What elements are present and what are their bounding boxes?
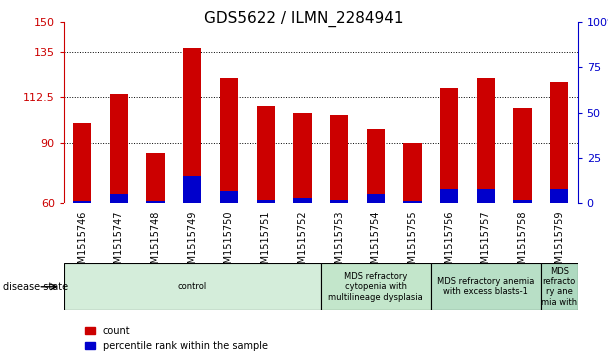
Bar	[73, 201, 91, 203]
Bar	[293, 113, 311, 203]
Text: GSM1515758: GSM1515758	[517, 211, 528, 276]
Text: GSM1515749: GSM1515749	[187, 211, 197, 276]
Text: GSM1515755: GSM1515755	[407, 211, 418, 276]
Bar	[183, 176, 201, 203]
Bar	[367, 194, 385, 203]
Text: GSM1515757: GSM1515757	[481, 211, 491, 276]
Text: MDS refractory anemia
with excess blasts-1: MDS refractory anemia with excess blasts…	[437, 277, 534, 297]
Text: GSM1515754: GSM1515754	[371, 211, 381, 276]
Bar	[73, 123, 91, 203]
Bar	[550, 189, 568, 203]
Bar	[64, 263, 321, 310]
Text: GSM1515750: GSM1515750	[224, 211, 234, 276]
Bar	[440, 88, 458, 203]
Bar	[293, 198, 311, 203]
Bar	[367, 129, 385, 203]
Bar	[477, 189, 495, 203]
Text: GSM1515753: GSM1515753	[334, 211, 344, 276]
Bar	[330, 200, 348, 203]
Text: MDS
refracto
ry ane
mia with: MDS refracto ry ane mia with	[541, 267, 578, 307]
Bar	[109, 94, 128, 203]
Text: GSM1515746: GSM1515746	[77, 211, 87, 276]
Bar	[220, 191, 238, 203]
Bar	[550, 82, 568, 203]
Text: GDS5622 / ILMN_2284941: GDS5622 / ILMN_2284941	[204, 11, 404, 27]
Bar	[440, 189, 458, 203]
Bar	[403, 201, 421, 203]
Text: GSM1515756: GSM1515756	[444, 211, 454, 276]
Text: GSM1515759: GSM1515759	[554, 211, 564, 276]
Bar	[109, 194, 128, 203]
Bar	[220, 78, 238, 203]
Bar	[513, 200, 532, 203]
Bar	[147, 153, 165, 203]
Text: GSM1515752: GSM1515752	[297, 211, 308, 276]
Bar	[147, 201, 165, 203]
Bar	[431, 263, 541, 310]
Text: GSM1515751: GSM1515751	[261, 211, 271, 276]
Bar	[257, 106, 275, 203]
Bar	[257, 200, 275, 203]
Text: GSM1515748: GSM1515748	[151, 211, 161, 276]
Text: GSM1515747: GSM1515747	[114, 211, 124, 276]
Bar	[513, 109, 532, 203]
Bar	[330, 115, 348, 203]
Bar	[321, 263, 431, 310]
Bar	[477, 78, 495, 203]
Bar	[403, 143, 421, 203]
Text: disease state: disease state	[3, 282, 68, 292]
Bar	[541, 263, 578, 310]
Text: MDS refractory
cytopenia with
multilineage dysplasia: MDS refractory cytopenia with multilinea…	[328, 272, 423, 302]
Text: control: control	[178, 282, 207, 291]
Legend: count, percentile rank within the sample: count, percentile rank within the sample	[81, 322, 272, 355]
Bar	[183, 48, 201, 203]
